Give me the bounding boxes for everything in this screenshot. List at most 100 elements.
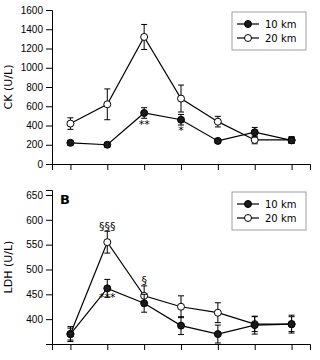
- tick: 400: [26, 314, 52, 325]
- tick-label: 450: [26, 289, 43, 300]
- error-bar-cap: [252, 137, 258, 138]
- tick-mark: [46, 245, 52, 246]
- error-bar: [67, 327, 73, 342]
- point: [67, 120, 74, 127]
- tick-mark: [46, 10, 52, 11]
- series: [67, 231, 295, 340]
- annotation: §§§: [99, 220, 116, 233]
- tick-mark: [46, 49, 52, 50]
- tick-label: 800: [26, 82, 43, 93]
- tick: [218, 164, 219, 170]
- tick: [218, 344, 219, 350]
- tick-mark: [46, 269, 52, 270]
- legend-swatch-marker: [245, 201, 252, 208]
- point: [214, 309, 221, 316]
- error-bar: [178, 317, 184, 335]
- tick: 800: [26, 82, 52, 93]
- tick: 1600: [21, 5, 52, 16]
- legend: 10 km20 km: [232, 12, 306, 50]
- point: [67, 331, 74, 338]
- tick-label: 0: [37, 159, 43, 170]
- tick-mark: [218, 164, 219, 170]
- tick: 1000: [21, 62, 52, 73]
- panel: 400450500550600650LDH (U/L)§§§***§B10 km…: [2, 190, 311, 350]
- line: [70, 242, 291, 334]
- error-bar: [252, 127, 258, 137]
- legend-entry: 10 km: [237, 199, 296, 210]
- point: [251, 129, 258, 136]
- error-bar-cap: [289, 315, 295, 316]
- tick-label: 500: [26, 264, 43, 275]
- axis-line: [46, 191, 53, 345]
- error-bar-cap: [289, 316, 295, 317]
- tick-mark: [107, 344, 108, 350]
- y-axis-title: LDH (U/L): [2, 241, 15, 294]
- point: [214, 331, 221, 338]
- point: [104, 239, 111, 246]
- tick-label: 1400: [21, 24, 44, 35]
- point: [288, 321, 295, 328]
- point: [251, 321, 258, 328]
- point: [104, 141, 111, 148]
- error-bar-cap: [141, 312, 147, 313]
- legend-label: 10 km: [265, 199, 296, 210]
- tick-label: 1000: [21, 62, 44, 73]
- tick: [292, 164, 293, 170]
- error-bar-cap: [67, 326, 73, 327]
- error-bar-cap: [289, 333, 295, 334]
- tick-mark: [46, 195, 52, 196]
- tick: 650: [26, 190, 52, 201]
- tick: [144, 344, 145, 350]
- tick: [181, 164, 182, 170]
- tick-mark: [292, 344, 293, 350]
- error-bar-cap: [104, 119, 110, 120]
- error-bar: [215, 116, 221, 127]
- tick-label: 1600: [21, 5, 44, 16]
- error-bar: [289, 317, 295, 332]
- legend-label: 20 km: [265, 213, 296, 224]
- x-axis: [53, 344, 311, 350]
- legend-label: 20 km: [265, 33, 296, 44]
- point: [141, 300, 148, 307]
- series: [67, 108, 295, 149]
- y-axis-title: CK (U/L): [2, 65, 15, 110]
- tick-mark: [46, 29, 52, 30]
- figure: 02004006008001000120014001600CK (U/L)***…: [0, 0, 320, 360]
- axis-line: [53, 345, 311, 351]
- error-bar-cap: [289, 331, 295, 332]
- tick-label: 400: [26, 314, 43, 325]
- axis-line: [53, 165, 311, 171]
- annotation: ***: [99, 291, 116, 304]
- tick: 400: [26, 120, 52, 131]
- point: [104, 101, 111, 108]
- point: [67, 139, 74, 146]
- tick-mark: [144, 164, 145, 170]
- tick-mark: [255, 164, 256, 170]
- tick: [107, 164, 108, 170]
- tick-label: 200: [26, 139, 43, 150]
- tick-mark: [70, 344, 71, 350]
- tick: [70, 164, 71, 170]
- tick: [181, 344, 182, 350]
- point: [251, 322, 258, 329]
- error-bar-cap: [67, 117, 73, 118]
- plot-area: [67, 231, 295, 343]
- error-bar: [141, 24, 147, 49]
- tick-mark: [144, 344, 145, 350]
- error-bar-cap: [104, 88, 110, 89]
- error-bar-cap: [252, 316, 258, 317]
- tick-label: 650: [26, 190, 43, 201]
- point: [178, 303, 185, 310]
- tick-mark: [218, 344, 219, 350]
- error-bar-cap: [178, 85, 184, 86]
- point: [288, 137, 295, 144]
- series: [67, 279, 295, 343]
- tick-label: 400: [26, 120, 43, 131]
- tick-mark: [181, 164, 182, 170]
- error-bar-cap: [67, 129, 73, 130]
- point: [178, 322, 185, 329]
- line: [70, 37, 291, 140]
- tick: 0: [37, 159, 52, 170]
- legend-swatch-marker: [245, 35, 252, 42]
- point: [214, 118, 221, 125]
